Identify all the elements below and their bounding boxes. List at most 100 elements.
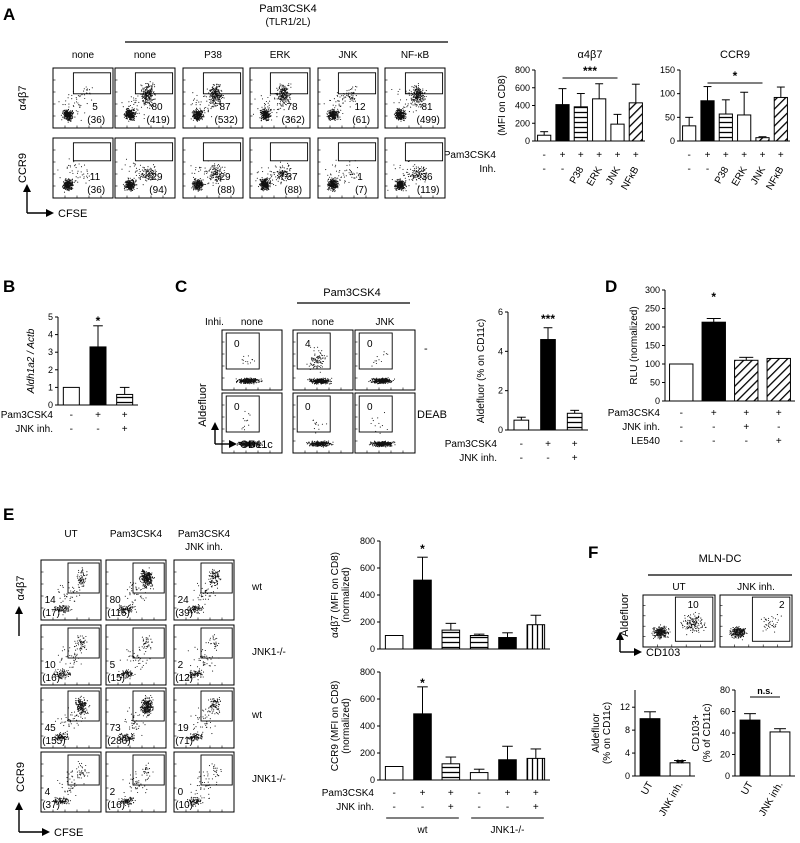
bar (441, 763, 461, 781)
flow-dot-plot: 2 (16) (105, 751, 167, 813)
condition-row-label: JNK inh. (622, 422, 660, 433)
gate-value: 73 (110, 723, 122, 734)
bar (769, 731, 791, 777)
condition-sign: + (596, 150, 602, 161)
y-tick-label: 600 (515, 83, 530, 93)
event-dots (53, 635, 88, 680)
panel-c-treatment: Pam3CSK4 (323, 287, 380, 299)
gate-value: 2 (178, 660, 184, 671)
plot-frame (173, 687, 235, 749)
condition-sign: + (776, 408, 782, 419)
panel-a-row-label-ccr9: CCR9 (17, 153, 29, 183)
condition-sign: + (760, 150, 766, 161)
y-tick-label: 150 (660, 65, 675, 75)
event-dots (387, 160, 428, 192)
panel-a-col-label: P38 (204, 50, 222, 61)
y-tick-label: 150 (645, 341, 660, 351)
gate-value: 36 (421, 172, 433, 183)
bar (628, 102, 643, 142)
panel-c-axis-arrow (211, 422, 237, 448)
gate-box (337, 72, 377, 95)
y-tick-label: 600 (360, 563, 375, 573)
condition-sign: + (743, 408, 749, 419)
gate-box (134, 142, 174, 162)
condition-sign: ERK (585, 165, 605, 189)
y-axis-label: Aldh1a2 / Actb (26, 328, 37, 394)
condition-sign: + (572, 453, 578, 464)
bar (739, 719, 761, 777)
bar (766, 357, 791, 402)
gate-value: 0 (234, 402, 240, 413)
y-tick-label: 0 (48, 400, 53, 410)
condition-sign: - (561, 164, 564, 175)
flow-dot-plot: 14 (17) (40, 559, 102, 621)
flow-dot-plot: 0 (354, 329, 416, 391)
significance-annotation: * (420, 676, 425, 690)
event-dots (186, 697, 221, 742)
plot-frame (105, 624, 167, 686)
plot-frame (40, 687, 102, 749)
condition-sign: + (705, 150, 711, 161)
bar (682, 125, 697, 142)
bar (116, 393, 134, 406)
y-axis-label: (normalized) (341, 567, 352, 623)
significance-annotation: * (711, 290, 716, 304)
event-dots (116, 635, 153, 680)
y-tick-label: 5 (48, 312, 53, 322)
condition-sign: - (687, 164, 690, 175)
event-dots (391, 82, 427, 122)
condition-sign: + (615, 150, 621, 161)
panel-e-row-label: wt (251, 710, 262, 721)
condition-sign: + (633, 150, 639, 161)
chart-title: CCR9 (720, 49, 750, 61)
panel-a-treatment: Pam3CSK4 (259, 3, 316, 15)
gate-value: (12) (175, 673, 193, 684)
gate-box (404, 72, 444, 95)
gate-box (358, 332, 393, 370)
y-tick-label: 0 (655, 396, 660, 406)
gate-value: (286) (107, 736, 130, 747)
event-dots (235, 355, 263, 385)
condition-sign: - (96, 424, 99, 435)
bar (669, 762, 691, 777)
gate-box (200, 754, 233, 786)
gate-box (134, 72, 174, 95)
event-dots (236, 410, 263, 448)
panel-e-col-label: UT (64, 529, 77, 540)
condition-sign: - (392, 802, 395, 813)
panel-f-title: MLN-DC (699, 553, 742, 565)
y-tick-label: 200 (645, 322, 660, 332)
significance-annotation: * (733, 69, 738, 83)
condition-sign: - (712, 436, 715, 447)
significance-annotation: * (420, 542, 425, 556)
y-axis-label: (MFI on CD8) (497, 75, 508, 136)
event-dots (186, 763, 222, 807)
y-tick-label: 2 (498, 386, 503, 396)
condition-sign: - (70, 410, 73, 421)
plot-frame (249, 137, 311, 199)
y-tick-label: 8 (625, 725, 630, 735)
condition-sign: + (778, 150, 784, 161)
gate-value: 87 (219, 102, 231, 113)
gate-box (225, 395, 260, 433)
panel-a-row-label-a4b7: α4β7 (17, 86, 29, 111)
bar-category-label: UT (739, 780, 755, 797)
plot-frame (182, 137, 244, 199)
panel-a-col-label: ERK (270, 50, 291, 61)
gate-box (132, 627, 165, 659)
bar (89, 346, 107, 406)
condition-sign: + (560, 150, 566, 161)
plot-frame (40, 751, 102, 813)
panel-e-col-label: Pam3CSK4 (178, 529, 231, 540)
gate-box (67, 690, 100, 722)
y-tick-label: 3 (48, 347, 53, 357)
bar (513, 419, 530, 431)
condition-sign: - (542, 164, 545, 175)
event-dots (57, 158, 93, 193)
bar (62, 386, 80, 406)
y-tick-label: 0 (370, 775, 375, 785)
gate-value: 12 (354, 102, 366, 113)
chart-a-alpha4beta7: 0 200 400 600 800 (MFI on CD8) α4β7 *** (497, 49, 645, 146)
flow-dot-plot: 0 (354, 392, 416, 454)
panel-f-col-label: JNK inh. (737, 582, 775, 593)
